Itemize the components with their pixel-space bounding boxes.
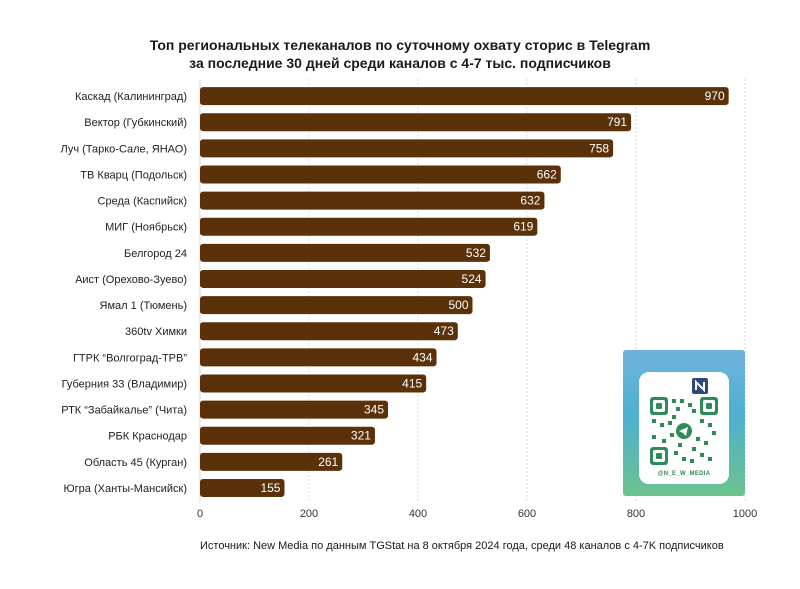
data-label: 758 [589, 141, 609, 155]
category-label: Вектор (Губкинский) [84, 117, 187, 129]
qr-card: @N_E_W_MEDIA [623, 350, 745, 496]
data-label: 155 [260, 481, 280, 495]
bar [200, 374, 427, 393]
bar [200, 165, 561, 184]
bar [200, 452, 343, 471]
source-note: Источник: New Media по данным TGStat на … [200, 540, 724, 552]
category-label: ГТРК “Волгоград-ТРВ” [73, 352, 187, 364]
data-label: 524 [462, 272, 482, 286]
category-label: Губерния 33 (Владимир) [62, 378, 187, 390]
qr-code-icon [650, 397, 718, 465]
x-tick-label: 0 [197, 508, 203, 520]
data-label: 532 [466, 246, 486, 260]
bar [200, 269, 486, 288]
bar [200, 217, 538, 236]
category-label: Среда (Каспийск) [98, 196, 187, 208]
category-label: Белгород 24 [124, 248, 187, 260]
data-label: 321 [351, 429, 371, 443]
data-label: 662 [537, 167, 557, 181]
bar [200, 348, 437, 367]
bar [200, 478, 285, 497]
category-label: РБК Краснодар [108, 431, 187, 443]
x-tick-label: 400 [409, 508, 427, 520]
qr-handle-label: @N_E_W_MEDIA [657, 471, 711, 477]
data-label: 473 [434, 324, 454, 338]
bar [200, 400, 389, 419]
bar [200, 191, 545, 210]
new-media-logo-icon [692, 378, 708, 394]
category-label: ТВ Кварц (Подольск) [80, 169, 187, 181]
qr-card-inner: @N_E_W_MEDIA [639, 372, 729, 484]
x-tick-label: 200 [300, 508, 318, 520]
chart-title-line-1: Топ региональных телеканалов по суточном… [149, 37, 651, 53]
bar [200, 87, 729, 106]
chart-title-line-2: за последние 30 дней среди каналов с 4-7… [189, 55, 611, 71]
bar [200, 113, 632, 132]
data-label: 619 [513, 220, 533, 234]
data-label: 261 [318, 455, 338, 469]
data-label: 415 [402, 376, 422, 390]
x-tick-label: 600 [518, 508, 536, 520]
category-label: Ямал 1 (Тюмень) [100, 300, 187, 312]
category-label: Югра (Ханты-Мансийск) [64, 483, 187, 495]
data-label: 345 [364, 403, 384, 417]
bar [200, 243, 490, 262]
x-tick-label: 1000 [733, 508, 757, 520]
category-label: Область 45 (Курган) [84, 457, 187, 469]
data-label: 500 [448, 298, 468, 312]
bar [200, 426, 375, 445]
bar [200, 322, 458, 341]
data-label: 434 [412, 350, 432, 364]
x-tick-label: 800 [627, 508, 645, 520]
category-label: Луч (Тарко-Сале, ЯНАО) [60, 143, 187, 155]
data-label: 632 [520, 194, 540, 208]
data-label: 791 [607, 115, 627, 129]
data-label: 970 [705, 89, 725, 103]
category-label: Аист (Орехово-Зуево) [75, 274, 187, 286]
bar [200, 296, 473, 315]
bar [200, 139, 614, 158]
category-label: МИГ (Ноябрьск) [105, 222, 187, 234]
category-label: 360tv Химки [125, 326, 187, 338]
category-label: РТК “Забайкалье” (Чита) [61, 405, 187, 417]
category-label: Каскад (Калининград) [75, 91, 187, 103]
